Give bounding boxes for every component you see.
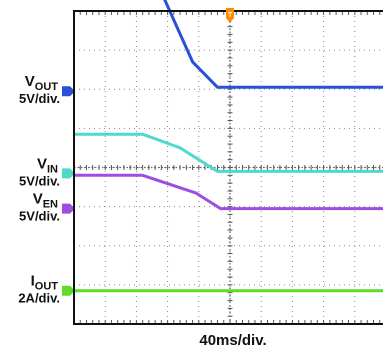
- ground-marker-ch4: [62, 285, 75, 296]
- trace-ch2: [74, 132, 383, 173]
- trace-ch3: [74, 173, 383, 211]
- trace-ch1: [163, 0, 383, 89]
- channel-name-ch1: VOUT: [25, 73, 59, 93]
- channel-scale-ch3: 5V/div.: [19, 209, 60, 224]
- channel-name-subscript: OUT: [35, 81, 59, 93]
- channel-name-ch3: VEN: [33, 191, 58, 211]
- channel-scale-ch4: 2A/div.: [18, 291, 60, 306]
- channel-scale-ch2: 5V/div.: [19, 173, 60, 188]
- channel-labels: VOUT5V/div.VIN5V/div.VEN5V/div.IOUT2A/di…: [18, 73, 60, 306]
- channel-name-ch2: VIN: [37, 155, 58, 175]
- trigger-marker-shape: [226, 8, 234, 23]
- ground-marker-ch2: [62, 168, 75, 179]
- traces: [74, 0, 383, 293]
- channel-name-subscript: IN: [47, 163, 58, 175]
- time-scale-label: 40ms/div.: [199, 332, 266, 349]
- channel-name-main: V: [25, 73, 35, 90]
- trigger-marker-label: T: [228, 12, 233, 19]
- channel-name-subscript: EN: [43, 199, 58, 211]
- ground-marker-ch1: [62, 86, 75, 97]
- channel-name-main: I: [31, 273, 35, 290]
- channel-name-main: V: [33, 191, 43, 208]
- channel-markers: [62, 86, 75, 296]
- trigger-marker: T: [226, 8, 234, 23]
- channel-scale-ch1: 5V/div.: [19, 91, 60, 106]
- channel-name-subscript: OUT: [35, 281, 59, 293]
- ground-marker-ch3: [62, 203, 75, 214]
- channel-name-ch4: IOUT: [31, 273, 59, 293]
- channel-name-main: V: [37, 155, 47, 172]
